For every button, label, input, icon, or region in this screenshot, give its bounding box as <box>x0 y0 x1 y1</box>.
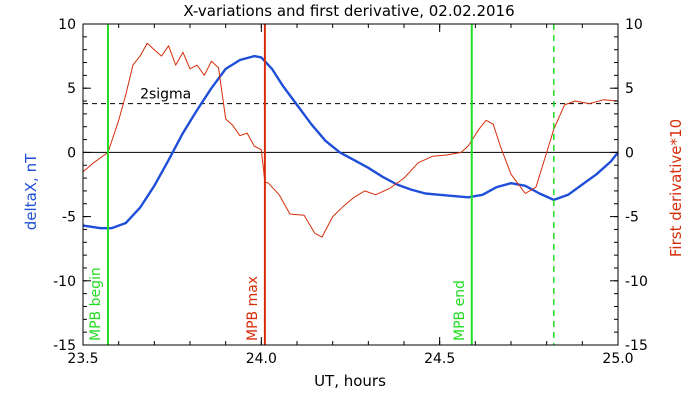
marker-label-2: MPB end <box>452 280 468 341</box>
x-axis-label: UT, hours <box>314 372 386 390</box>
x-tick-label: 24.0 <box>246 351 277 367</box>
x-tick-label: 24.5 <box>424 351 455 367</box>
marker-label-1: MPB max <box>245 276 261 341</box>
y-tick-label-right: -15 <box>625 338 648 354</box>
y-tick-label-left: 0 <box>67 145 76 161</box>
deltax-line <box>82 54 619 230</box>
plot-frame <box>82 23 619 346</box>
y-tick-label-right: 0 <box>625 145 634 161</box>
marker-label-0: MPB begin <box>88 267 104 341</box>
y-tick-label-left: -15 <box>53 338 76 354</box>
y-tick-label-left: -5 <box>62 210 76 226</box>
y-tick-label-left: 5 <box>67 81 76 97</box>
y-tick-label-left: -10 <box>53 274 76 290</box>
y-axis-label-left: deltaX, nT <box>22 153 40 230</box>
y-axis-label-right: First derivative*10 <box>667 119 685 257</box>
y-tick-label-right: -10 <box>625 274 648 290</box>
y-tick-label-right: 5 <box>625 81 634 97</box>
threshold-label: 2sigma <box>140 87 191 103</box>
derivative-line <box>82 42 619 238</box>
y-tick-label-right: 10 <box>625 17 643 33</box>
x-tick-label: 23.5 <box>67 351 98 367</box>
chart-title: X-variations and first derivative, 02.02… <box>183 2 514 20</box>
y-tick-label-right: -5 <box>625 210 639 226</box>
x-tick-label: 25.0 <box>602 351 633 367</box>
y-tick-label-left: 10 <box>58 17 76 33</box>
plot-area: 2sigma MPB begin MPB max MPB end 23.5 24.0 24.… <box>53 17 648 367</box>
